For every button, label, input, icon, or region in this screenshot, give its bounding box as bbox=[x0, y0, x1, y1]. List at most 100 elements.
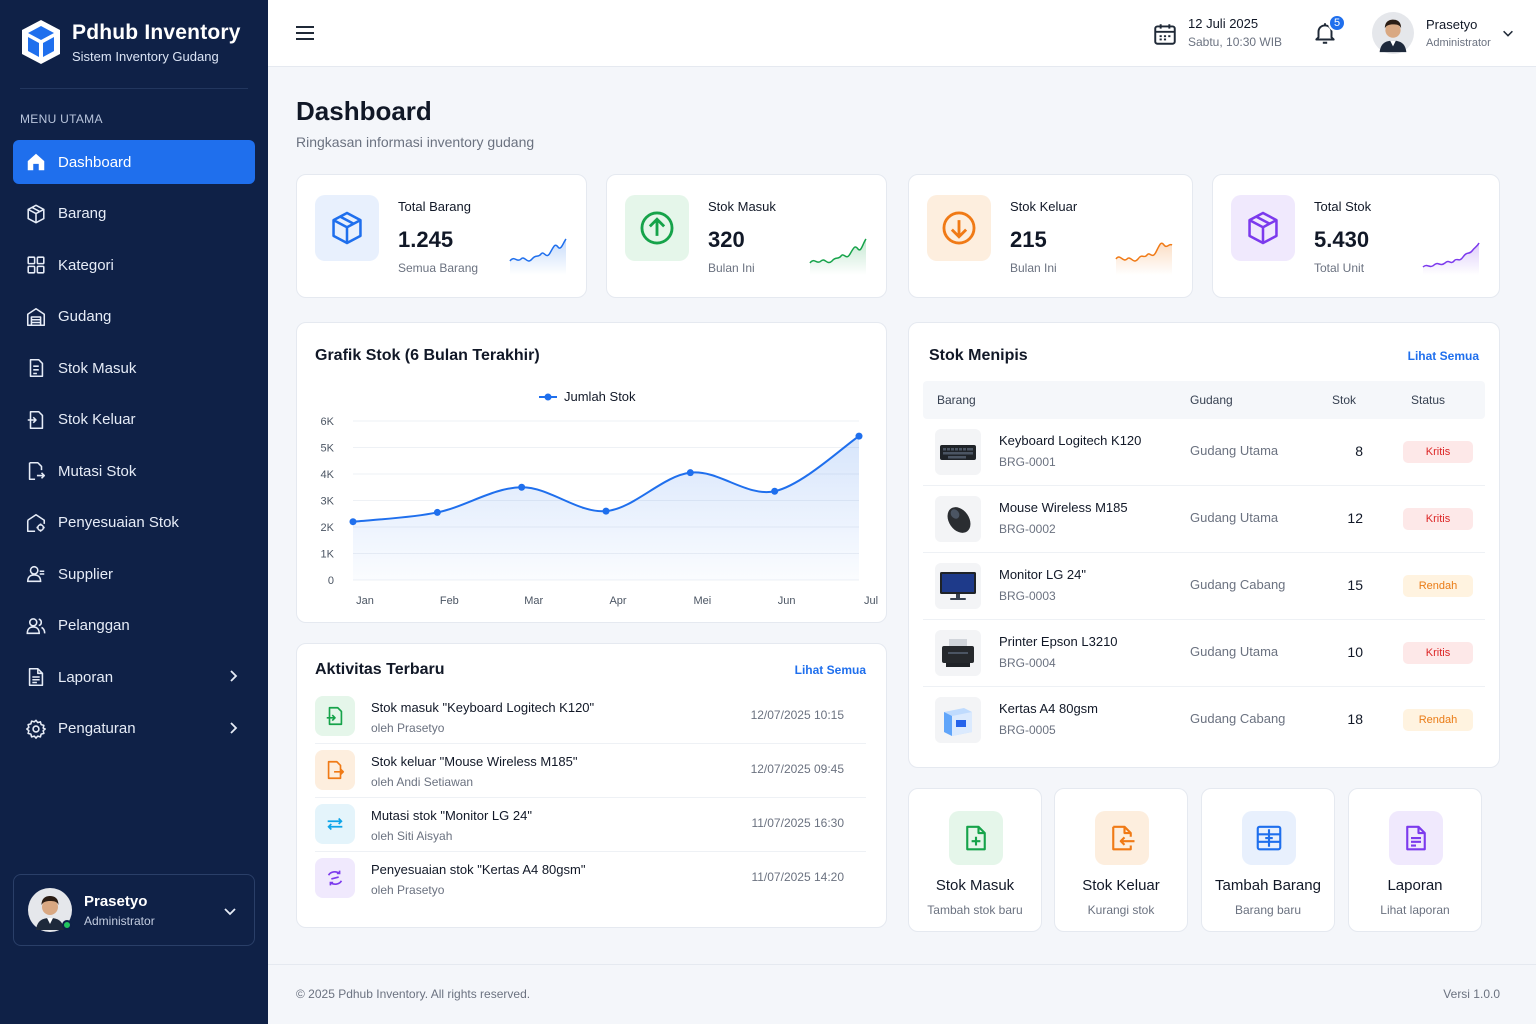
activity-item[interactable]: Stok keluar "Mouse Wireless M185" oleh A… bbox=[315, 744, 866, 798]
chevron-down-icon bbox=[1502, 30, 1513, 37]
sidebar-item-gudang[interactable]: Gudang bbox=[13, 295, 255, 339]
status-badge: Kritis bbox=[1403, 642, 1473, 664]
sidebar-item-label: Dashboard bbox=[58, 153, 132, 171]
y-tick-label: 5K bbox=[321, 443, 335, 455]
quick-action-tambah-barang[interactable]: Tambah Barang Barang baru bbox=[1201, 788, 1335, 932]
y-tick-label: 6K bbox=[321, 416, 335, 428]
activity-see-all-link[interactable]: Lihat Semua bbox=[794, 663, 866, 677]
data-point bbox=[433, 508, 441, 516]
sidebar-item-pengaturan[interactable]: Pengaturan bbox=[13, 707, 255, 751]
status-badge: Rendah bbox=[1403, 709, 1473, 731]
status-badge: Rendah bbox=[1403, 575, 1473, 597]
stat-icon-box bbox=[625, 195, 689, 261]
activity-icon-box bbox=[315, 804, 355, 844]
product-image bbox=[935, 496, 981, 542]
stat-value: 1.245 bbox=[398, 227, 454, 252]
table-row[interactable]: Printer Epson L3210 BRG-0004 Gudang Utam… bbox=[923, 620, 1485, 687]
hamburger-menu-icon[interactable] bbox=[294, 22, 316, 44]
quick-action-laporan[interactable]: Laporan Lihat laporan bbox=[1348, 788, 1482, 932]
y-tick-label: 4K bbox=[321, 469, 335, 481]
activity-text: Stok masuk "Keyboard Logitech K120" bbox=[371, 700, 595, 715]
stock-in-icon bbox=[966, 825, 986, 851]
sidebar-item-label: Gudang bbox=[58, 308, 112, 325]
x-tick-label: Jul bbox=[864, 595, 878, 607]
sidebar-item-pelanggan[interactable]: Pelanggan bbox=[13, 604, 255, 648]
box-icon bbox=[1248, 211, 1278, 245]
activity-item[interactable]: Stok masuk "Keyboard Logitech K120" oleh… bbox=[315, 690, 866, 744]
quick-action-title: Stok Keluar bbox=[1082, 877, 1160, 894]
product-name: Monitor LG 24" bbox=[999, 567, 1086, 582]
arrow-down-circle-icon bbox=[942, 211, 976, 245]
sidebar-item-mutasi-stok[interactable]: Mutasi Stok bbox=[13, 449, 255, 493]
chart-title: Grafik Stok (6 Bulan Terakhir) bbox=[315, 347, 540, 364]
sidebar-item-penyesuaian-stok[interactable]: Penyesuaian Stok bbox=[13, 501, 255, 545]
stock-in-icon bbox=[326, 706, 343, 726]
bell-icon[interactable] bbox=[1312, 20, 1338, 46]
sidebar-item-label: Stok Masuk bbox=[58, 359, 137, 377]
user-role: Administrator bbox=[84, 913, 155, 928]
low-stock-see-all-link[interactable]: Lihat Semua bbox=[1407, 349, 1479, 363]
sidebar-item-label: Supplier bbox=[58, 565, 114, 583]
activity-time: 11/07/2025 14:20 bbox=[751, 870, 844, 884]
quick-action-title: Tambah Barang bbox=[1215, 877, 1321, 894]
product-code: BRG-0005 bbox=[999, 723, 1056, 737]
stat-card-stok-masuk[interactable]: Stok Masuk 320 Bulan Ini bbox=[606, 174, 887, 298]
stock-count: 15 bbox=[1347, 577, 1363, 593]
quick-action-stok-masuk[interactable]: Stok Masuk Tambah stok baru bbox=[908, 788, 1042, 932]
table-row[interactable]: Mouse Wireless M185 BRG-0002 Gudang Utam… bbox=[923, 486, 1485, 553]
sidebar-item-kategori[interactable]: Kategori bbox=[13, 243, 255, 287]
sidebar-user-card[interactable]: Prasetyo Administrator bbox=[13, 874, 255, 946]
sidebar-item-supplier[interactable]: Supplier bbox=[13, 552, 255, 596]
chevron-right-icon bbox=[230, 670, 238, 682]
data-point bbox=[349, 518, 357, 526]
stock-line-chart: Jumlah Stok 0 1K 2K 3K 4K 5K 6K Jan Feb Mar Apr Mei… bbox=[321, 389, 879, 607]
stat-icon-box bbox=[927, 195, 991, 261]
sidebar-item-barang[interactable]: Barang bbox=[13, 192, 255, 236]
activity-icon-box bbox=[315, 696, 355, 736]
stock-out-icon bbox=[27, 410, 44, 429]
notification-badge: 5 bbox=[1328, 14, 1346, 32]
activity-card: Aktivitas Terbaru Lihat Semua Stok masuk… bbox=[296, 643, 887, 928]
column-header: Status bbox=[1411, 393, 1446, 407]
brand[interactable]: Pdhub Inventory Sistem Inventory Gudang bbox=[20, 18, 241, 66]
status-badge: Kritis bbox=[1403, 508, 1473, 530]
stock-count: 18 bbox=[1347, 711, 1363, 727]
x-tick-label: Jan bbox=[356, 595, 374, 607]
activity-item[interactable]: Mutasi stok "Monitor LG 24" oleh Siti Ai… bbox=[315, 798, 866, 852]
table-row[interactable]: Kertas A4 80gsm BRG-0005 Gudang Cabang 1… bbox=[923, 687, 1485, 754]
current-time: Sabtu, 10:30 WIB bbox=[1188, 35, 1283, 49]
product-name: Printer Epson L3210 bbox=[999, 634, 1118, 649]
brand-subtitle: Sistem Inventory Gudang bbox=[72, 48, 219, 64]
quick-action-icon-box bbox=[1242, 811, 1296, 865]
sidebar-item-dashboard[interactable]: Dashboard bbox=[13, 140, 255, 184]
data-point bbox=[686, 469, 694, 477]
mouse-icon bbox=[947, 507, 971, 533]
stock-count: 8 bbox=[1355, 443, 1363, 459]
transfer-icon bbox=[28, 461, 46, 481]
topbar-user-menu[interactable]: Prasetyo Administrator bbox=[1372, 12, 1515, 54]
table-row[interactable]: Monitor LG 24" BRG-0003 Gudang Cabang 15… bbox=[923, 553, 1485, 620]
sidebar-item-label: Stok Keluar bbox=[58, 411, 136, 428]
sidebar-item-stok-masuk[interactable]: Stok Masuk bbox=[13, 346, 255, 390]
chart-card: Grafik Stok (6 Bulan Terakhir) Jumlah St… bbox=[296, 322, 887, 623]
activity-item[interactable]: Penyesuaian stok "Kertas A4 80gsm" oleh … bbox=[315, 852, 866, 906]
chevron-down-icon[interactable] bbox=[222, 903, 238, 919]
stat-label: Stok Keluar bbox=[1010, 199, 1078, 214]
quick-action-stok-keluar[interactable]: Stok Keluar Kurangi stok bbox=[1054, 788, 1188, 932]
table-row[interactable]: Keyboard Logitech K120 BRG-0001 Gudang U… bbox=[923, 419, 1485, 486]
chevron-right-icon bbox=[230, 721, 238, 734]
stat-sublabel: Bulan Ini bbox=[708, 261, 755, 275]
document-icon bbox=[1406, 825, 1426, 851]
y-tick-label: 0 bbox=[328, 575, 334, 587]
sidebar-item-laporan[interactable]: Laporan bbox=[13, 655, 255, 699]
arrow-up-circle-icon bbox=[640, 211, 674, 245]
topbar-user-role: Administrator bbox=[1426, 37, 1491, 49]
stat-card-stok-keluar[interactable]: Stok Keluar 215 Bulan Ini bbox=[908, 174, 1193, 298]
product-image bbox=[935, 630, 981, 676]
stat-card-total-stok[interactable]: Total Stok 5.430 Total Unit bbox=[1212, 174, 1500, 298]
product-image bbox=[935, 697, 981, 743]
sidebar-item-stok-keluar[interactable]: Stok Keluar bbox=[13, 398, 255, 442]
stat-card-total-barang[interactable]: Total Barang 1.245 Semua Barang bbox=[296, 174, 587, 298]
warehouse-name: Gudang Utama bbox=[1190, 510, 1279, 525]
activity-author: oleh Siti Aisyah bbox=[371, 829, 453, 843]
